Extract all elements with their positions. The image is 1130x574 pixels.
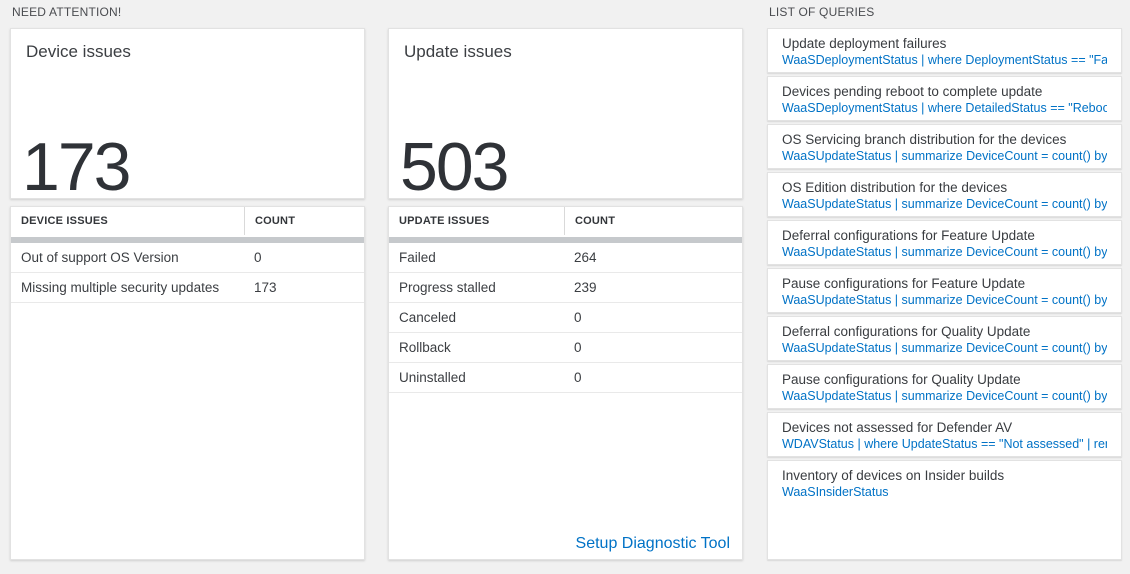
table-row[interactable]: Failed 264 <box>389 243 742 273</box>
update-issues-count: 503 <box>400 129 509 205</box>
query-title: OS Edition distribution for the devices <box>782 180 1008 195</box>
row-value: 0 <box>574 370 582 385</box>
query-title: Deferral configurations for Quality Upda… <box>782 324 1031 339</box>
setup-diagnostic-tool-link[interactable]: Setup Diagnostic Tool <box>575 535 730 552</box>
row-label: Failed <box>399 250 436 265</box>
device-issues-count: 173 <box>22 129 131 205</box>
query-item[interactable]: Deferral configurations for Quality Upda… <box>767 316 1122 361</box>
query-title: Devices pending reboot to complete updat… <box>782 84 1043 99</box>
query-title: Pause configurations for Feature Update <box>782 276 1026 291</box>
query-code[interactable]: WaaSDeploymentStatus | where DetailedSta… <box>782 101 1107 115</box>
update-issues-table-header: UPDATE ISSUES COUNT <box>389 207 742 235</box>
table-header-divider-bar <box>389 237 742 243</box>
update-issues-table: UPDATE ISSUES COUNT Failed 264 Progress … <box>388 206 743 560</box>
device-issues-table-header: DEVICE ISSUES COUNT <box>11 207 364 235</box>
query-item[interactable]: Devices not assessed for Defender AV WDA… <box>767 412 1122 457</box>
row-value: 0 <box>574 310 582 325</box>
query-title: Inventory of devices on Insider builds <box>782 468 1005 483</box>
query-item[interactable]: Update deployment failures WaaSDeploymen… <box>767 28 1122 73</box>
row-value: 264 <box>574 250 597 265</box>
query-title: Deferral configurations for Feature Upda… <box>782 228 1035 243</box>
table-row[interactable]: Progress stalled 239 <box>389 273 742 303</box>
row-label: Rollback <box>399 340 451 355</box>
query-item[interactable]: Inventory of devices on Insider builds W… <box>767 460 1122 560</box>
query-code[interactable]: WaaSUpdateStatus | summarize DeviceCount… <box>782 149 1107 163</box>
table-header-divider-bar <box>11 237 364 243</box>
table-row[interactable]: Rollback 0 <box>389 333 742 363</box>
row-label: Uninstalled <box>399 370 466 385</box>
query-item[interactable]: Pause configurations for Feature Update … <box>767 268 1122 313</box>
device-issues-name-header: DEVICE ISSUES <box>21 215 108 227</box>
query-code[interactable]: WaaSInsiderStatus <box>782 485 889 499</box>
row-value: 0 <box>574 340 582 355</box>
query-code[interactable]: WDAVStatus | where UpdateStatus == "Not … <box>782 437 1107 451</box>
need-attention-section-label: NEED ATTENTION! <box>12 5 122 19</box>
query-code[interactable]: WaaSUpdateStatus | summarize DeviceCount… <box>782 293 1107 307</box>
table-row[interactable]: Missing multiple security updates 173 <box>11 273 364 303</box>
row-value: 173 <box>254 280 277 295</box>
list-of-queries-section-label: LIST OF QUERIES <box>769 5 875 19</box>
device-issues-tile[interactable]: Device issues 173 <box>10 28 365 205</box>
query-list: Update deployment failures WaaSDeploymen… <box>767 28 1122 560</box>
row-label: Out of support OS Version <box>21 250 179 265</box>
row-label: Progress stalled <box>399 280 496 295</box>
query-title: Devices not assessed for Defender AV <box>782 420 1013 435</box>
update-issues-name-header: UPDATE ISSUES <box>399 215 490 227</box>
query-item[interactable]: OS Servicing branch distribution for the… <box>767 124 1122 169</box>
query-item[interactable]: OS Edition distribution for the devices … <box>767 172 1122 217</box>
row-value: 0 <box>254 250 262 265</box>
update-issues-count-header: COUNT <box>564 207 742 235</box>
update-issues-tile[interactable]: Update issues 503 <box>388 28 743 205</box>
device-issues-count-header: COUNT <box>244 207 364 235</box>
row-label: Canceled <box>399 310 457 325</box>
row-label: Missing multiple security updates <box>21 280 220 295</box>
update-issues-title: Update issues <box>404 42 512 61</box>
row-value: 239 <box>574 280 597 295</box>
query-code[interactable]: WaaSUpdateStatus | summarize DeviceCount… <box>782 245 1107 259</box>
device-issues-table: DEVICE ISSUES COUNT Out of support OS Ve… <box>10 206 365 560</box>
query-title: Pause configurations for Quality Update <box>782 372 1021 387</box>
query-title: OS Servicing branch distribution for the… <box>782 132 1067 147</box>
table-row[interactable]: Out of support OS Version 0 <box>11 243 364 273</box>
query-code[interactable]: WaaSDeploymentStatus | where DeploymentS… <box>782 53 1107 67</box>
query-code[interactable]: WaaSUpdateStatus | summarize DeviceCount… <box>782 341 1107 355</box>
query-title: Update deployment failures <box>782 36 947 51</box>
query-code[interactable]: WaaSUpdateStatus | summarize DeviceCount… <box>782 197 1107 211</box>
query-code[interactable]: WaaSUpdateStatus | summarize DeviceCount… <box>782 389 1107 403</box>
device-issues-title: Device issues <box>26 42 131 61</box>
table-row[interactable]: Canceled 0 <box>389 303 742 333</box>
query-item[interactable]: Deferral configurations for Feature Upda… <box>767 220 1122 265</box>
query-item[interactable]: Pause configurations for Quality Update … <box>767 364 1122 409</box>
table-row[interactable]: Uninstalled 0 <box>389 363 742 393</box>
query-item[interactable]: Devices pending reboot to complete updat… <box>767 76 1122 121</box>
